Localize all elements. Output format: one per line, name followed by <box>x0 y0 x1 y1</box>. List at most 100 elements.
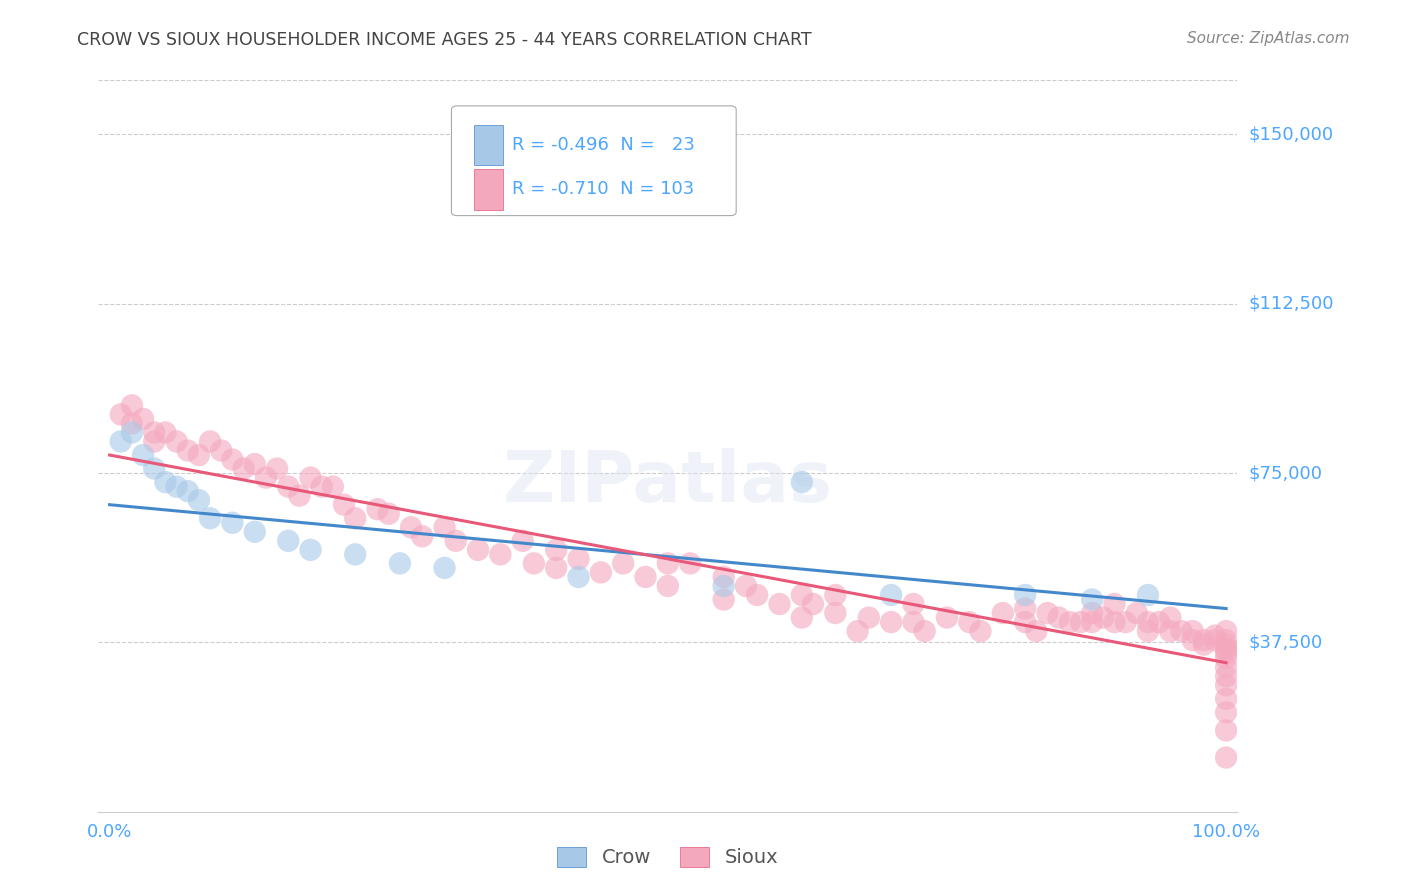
Point <box>1215 691 1237 706</box>
Point <box>824 606 846 620</box>
Point <box>221 452 243 467</box>
Point <box>1104 615 1126 629</box>
Point <box>1081 606 1104 620</box>
Point <box>1047 610 1070 624</box>
Point <box>1170 624 1192 639</box>
Point <box>1215 723 1237 738</box>
Point <box>1059 615 1081 629</box>
Point <box>1159 610 1181 624</box>
Point <box>388 557 411 571</box>
Point <box>1136 624 1159 639</box>
Point <box>634 570 657 584</box>
Point <box>713 592 735 607</box>
Point <box>110 434 132 449</box>
Point <box>657 579 679 593</box>
Point <box>311 480 333 494</box>
Point <box>790 588 813 602</box>
Point <box>322 480 344 494</box>
Point <box>187 448 209 462</box>
Point <box>1081 592 1104 607</box>
Point <box>198 511 221 525</box>
Point <box>735 579 758 593</box>
Point <box>1215 642 1237 657</box>
Point <box>858 610 880 624</box>
Point <box>903 597 925 611</box>
Point <box>444 533 467 548</box>
Point <box>143 425 166 440</box>
Text: ZIPatlas: ZIPatlas <box>503 448 832 517</box>
Text: Source: ZipAtlas.com: Source: ZipAtlas.com <box>1187 31 1350 46</box>
Text: $150,000: $150,000 <box>1249 126 1333 144</box>
Point <box>110 408 132 422</box>
Point <box>377 507 399 521</box>
Point <box>1014 588 1036 602</box>
Point <box>489 547 512 561</box>
Point <box>243 524 266 539</box>
Point <box>433 561 456 575</box>
Point <box>299 470 322 484</box>
Point <box>254 470 277 484</box>
Point <box>288 489 311 503</box>
Bar <box>474 125 503 166</box>
Point <box>1192 638 1215 652</box>
Point <box>243 457 266 471</box>
Point <box>1014 615 1036 629</box>
Point <box>846 624 869 639</box>
Point <box>880 588 903 602</box>
Point <box>567 552 589 566</box>
Point <box>121 425 143 440</box>
Point <box>768 597 790 611</box>
Point <box>512 533 534 548</box>
Point <box>1147 615 1170 629</box>
Point <box>333 498 356 512</box>
Text: $37,500: $37,500 <box>1249 633 1323 651</box>
Point <box>132 412 155 426</box>
Point <box>277 480 299 494</box>
Text: $112,500: $112,500 <box>1249 294 1334 313</box>
Point <box>1159 624 1181 639</box>
Point <box>1215 638 1237 652</box>
Point <box>266 461 288 475</box>
Point <box>936 610 959 624</box>
Point <box>1181 633 1204 648</box>
Point <box>232 461 254 475</box>
Point <box>1215 660 1237 674</box>
Point <box>143 461 166 475</box>
Point <box>903 615 925 629</box>
Text: R = -0.496  N =   23: R = -0.496 N = 23 <box>512 136 695 154</box>
Text: $75,000: $75,000 <box>1249 464 1323 482</box>
FancyBboxPatch shape <box>451 106 737 216</box>
Point <box>546 561 568 575</box>
Point <box>166 434 188 449</box>
Point <box>1215 624 1237 639</box>
Point <box>467 542 489 557</box>
Point <box>957 615 980 629</box>
Point <box>299 542 322 557</box>
Point <box>277 533 299 548</box>
Point <box>1215 642 1237 657</box>
Point <box>1215 647 1237 661</box>
Point <box>1204 633 1226 648</box>
Text: CROW VS SIOUX HOUSEHOLDER INCOME AGES 25 - 44 YEARS CORRELATION CHART: CROW VS SIOUX HOUSEHOLDER INCOME AGES 25… <box>77 31 811 49</box>
Point <box>713 570 735 584</box>
Point <box>801 597 824 611</box>
Point <box>612 557 634 571</box>
Point <box>1215 633 1237 648</box>
Point <box>121 398 143 412</box>
Point <box>209 443 232 458</box>
Point <box>1104 597 1126 611</box>
Point <box>344 547 367 561</box>
Point <box>1136 588 1159 602</box>
Point <box>433 520 456 534</box>
Point <box>1215 750 1237 764</box>
Point <box>523 557 546 571</box>
Point <box>1092 610 1115 624</box>
Point <box>155 475 177 489</box>
Point <box>367 502 389 516</box>
Point <box>399 520 422 534</box>
Point <box>1025 624 1047 639</box>
Point <box>411 529 433 543</box>
Point <box>187 493 209 508</box>
Point <box>1192 633 1215 648</box>
Point <box>1136 615 1159 629</box>
